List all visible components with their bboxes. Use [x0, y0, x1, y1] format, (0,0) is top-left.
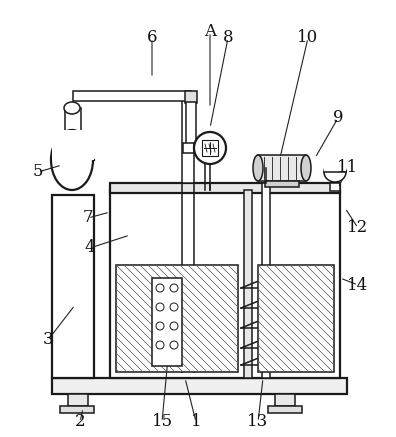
- Bar: [185, 91, 197, 103]
- Bar: [52, 378, 347, 394]
- Text: 9: 9: [333, 110, 343, 126]
- Bar: [52, 195, 94, 378]
- Text: 3: 3: [43, 332, 53, 348]
- Bar: [258, 265, 334, 372]
- Text: 5: 5: [33, 163, 43, 180]
- Text: 8: 8: [223, 30, 233, 46]
- Text: 15: 15: [151, 413, 173, 430]
- Bar: [110, 183, 340, 193]
- Bar: [65, 108, 81, 150]
- Bar: [262, 183, 270, 378]
- Bar: [324, 158, 346, 172]
- Circle shape: [156, 341, 164, 349]
- Bar: [275, 394, 295, 406]
- Bar: [258, 155, 306, 181]
- Bar: [268, 406, 302, 413]
- Bar: [68, 394, 88, 406]
- Text: 12: 12: [347, 219, 369, 236]
- Ellipse shape: [301, 155, 311, 181]
- Circle shape: [170, 322, 178, 330]
- Ellipse shape: [253, 155, 263, 181]
- Bar: [202, 140, 218, 156]
- Circle shape: [170, 284, 178, 292]
- Bar: [110, 190, 340, 378]
- Circle shape: [170, 303, 178, 311]
- Bar: [52, 130, 94, 160]
- Bar: [73, 91, 191, 101]
- Text: 10: 10: [297, 30, 319, 46]
- Bar: [186, 102, 196, 147]
- Bar: [60, 406, 94, 413]
- Bar: [182, 100, 194, 183]
- Circle shape: [156, 284, 164, 292]
- Text: 11: 11: [337, 160, 359, 177]
- Text: 2: 2: [75, 413, 85, 430]
- Ellipse shape: [324, 162, 346, 182]
- Bar: [183, 143, 194, 153]
- Text: 13: 13: [248, 413, 268, 430]
- Text: 1: 1: [191, 413, 201, 430]
- Text: 4: 4: [85, 239, 95, 257]
- Circle shape: [156, 303, 164, 311]
- Text: 6: 6: [147, 30, 157, 46]
- Circle shape: [194, 132, 226, 164]
- Ellipse shape: [64, 102, 80, 114]
- Circle shape: [156, 322, 164, 330]
- Circle shape: [170, 341, 178, 349]
- Bar: [152, 278, 182, 366]
- Text: 14: 14: [347, 277, 369, 294]
- Ellipse shape: [51, 130, 93, 190]
- Bar: [330, 183, 340, 191]
- Text: 7: 7: [83, 209, 93, 226]
- Bar: [265, 181, 299, 187]
- Text: A: A: [204, 24, 216, 41]
- Bar: [116, 265, 238, 372]
- Bar: [244, 190, 252, 378]
